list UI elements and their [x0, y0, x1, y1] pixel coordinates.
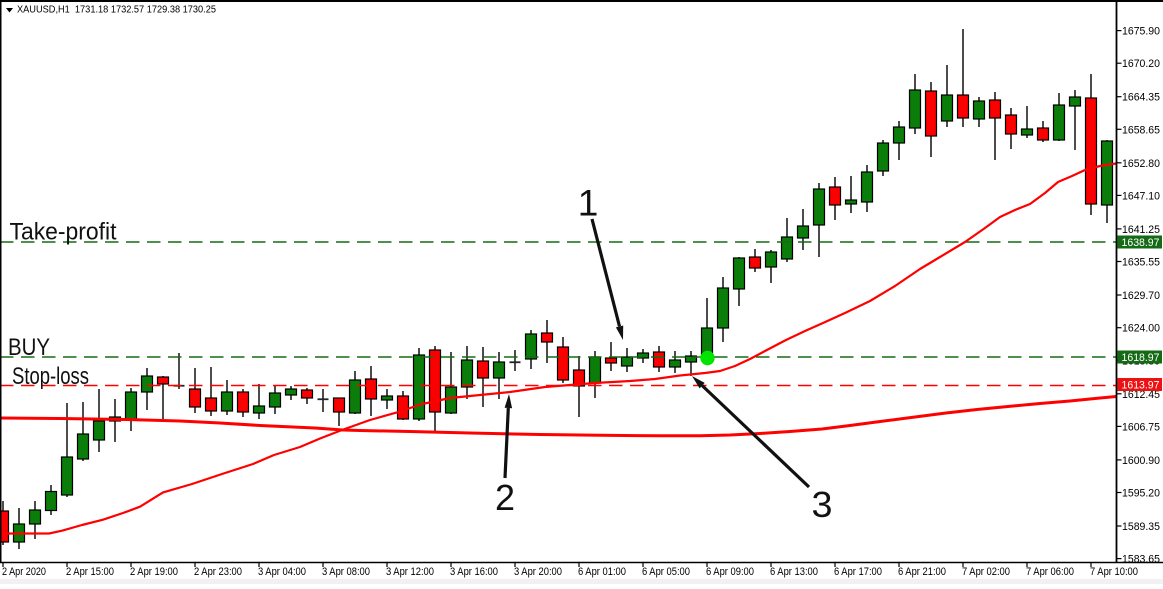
svg-text:Stop-loss: Stop-loss [12, 363, 89, 390]
svg-text:1675.90: 1675.90 [1122, 26, 1160, 38]
svg-text:7 Apr 02:00: 7 Apr 02:00 [962, 566, 1010, 578]
svg-text:3 Apr 12:00: 3 Apr 12:00 [386, 566, 434, 578]
svg-text:6 Apr 05:00: 6 Apr 05:00 [642, 566, 690, 578]
svg-text:6 Apr 01:00: 6 Apr 01:00 [578, 566, 626, 578]
svg-text:1583.65: 1583.65 [1122, 554, 1160, 566]
svg-text:3 Apr 16:00: 3 Apr 16:00 [450, 566, 498, 578]
svg-text:3 Apr 04:00: 3 Apr 04:00 [258, 566, 306, 578]
svg-text:1641.25: 1641.25 [1122, 224, 1160, 236]
svg-text:1664.35: 1664.35 [1122, 92, 1160, 104]
svg-text:2 Apr 15:00: 2 Apr 15:00 [66, 566, 114, 578]
svg-text:2 Apr 23:00: 2 Apr 23:00 [194, 566, 242, 578]
svg-text:6 Apr 21:00: 6 Apr 21:00 [898, 566, 946, 578]
svg-text:1652.80: 1652.80 [1122, 158, 1160, 170]
svg-text:1647.10: 1647.10 [1122, 190, 1160, 202]
svg-text:1612.45: 1612.45 [1122, 389, 1160, 401]
svg-text:1606.75: 1606.75 [1122, 421, 1160, 433]
svg-text:1635.55: 1635.55 [1122, 257, 1160, 269]
svg-text:1629.70: 1629.70 [1122, 290, 1160, 302]
svg-text:2: 2 [495, 477, 515, 518]
svg-text:1613.97: 1613.97 [1122, 380, 1160, 392]
svg-text:6 Apr 13:00: 6 Apr 13:00 [770, 566, 818, 578]
svg-text:6 Apr 09:00: 6 Apr 09:00 [706, 566, 754, 578]
svg-text:1600.90: 1600.90 [1122, 455, 1160, 467]
svg-text:3: 3 [812, 484, 833, 525]
svg-text:2 Apr 19:00: 2 Apr 19:00 [130, 566, 178, 578]
svg-text:2 Apr 2020: 2 Apr 2020 [2, 566, 46, 578]
svg-text:1670.20: 1670.20 [1122, 58, 1160, 70]
svg-text:XAUUSD,H1 1731.18 1732.57 172: XAUUSD,H1 1731.18 1732.57 1729.38 1730.2… [17, 5, 216, 16]
svg-text:1658.65: 1658.65 [1122, 124, 1160, 136]
svg-text:1638.97: 1638.97 [1122, 237, 1160, 249]
svg-text:1589.35: 1589.35 [1122, 521, 1160, 533]
svg-text:3 Apr 08:00: 3 Apr 08:00 [322, 566, 370, 578]
svg-text:1624.00: 1624.00 [1122, 323, 1160, 335]
svg-text:BUY: BUY [8, 334, 50, 361]
svg-text:1595.20: 1595.20 [1122, 488, 1160, 500]
svg-text:7 Apr 10:00: 7 Apr 10:00 [1090, 566, 1138, 578]
svg-text:Take-profit: Take-profit [10, 219, 117, 246]
svg-text:1618.97: 1618.97 [1122, 352, 1160, 364]
svg-text:3 Apr 20:00: 3 Apr 20:00 [514, 566, 562, 578]
svg-text:6 Apr 17:00: 6 Apr 17:00 [834, 566, 882, 578]
svg-text:1: 1 [578, 183, 599, 224]
svg-text:7 Apr 06:00: 7 Apr 06:00 [1026, 566, 1074, 578]
